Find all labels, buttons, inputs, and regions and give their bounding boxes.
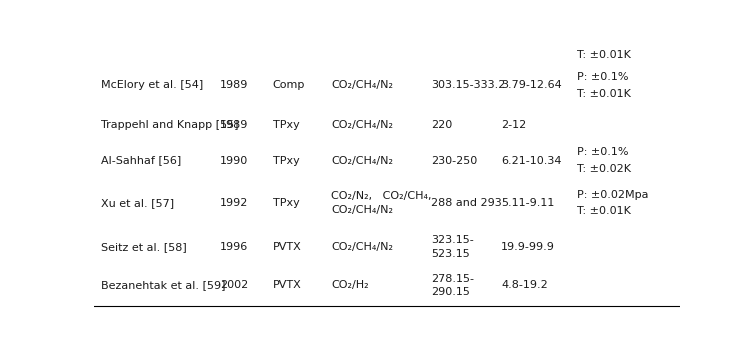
Text: 288 and 293: 288 and 293 bbox=[431, 198, 501, 208]
Text: T: ±0.02K: T: ±0.02K bbox=[577, 164, 631, 174]
Text: 2002: 2002 bbox=[220, 280, 248, 290]
Text: P: ±0.1%: P: ±0.1% bbox=[577, 147, 629, 157]
Text: 1989: 1989 bbox=[220, 120, 248, 130]
Text: 290.15: 290.15 bbox=[431, 287, 470, 297]
Text: 1990: 1990 bbox=[220, 156, 248, 166]
Text: TPxy: TPxy bbox=[273, 120, 300, 130]
Text: 3.79-12.64: 3.79-12.64 bbox=[501, 80, 562, 90]
Text: T: ±0.01K: T: ±0.01K bbox=[577, 89, 631, 99]
Text: 4.8-19.2: 4.8-19.2 bbox=[501, 280, 548, 290]
Text: 1989: 1989 bbox=[220, 80, 248, 90]
Text: P: ±0.1%: P: ±0.1% bbox=[577, 72, 629, 82]
Text: 2-12: 2-12 bbox=[501, 120, 526, 130]
Text: TPxy: TPxy bbox=[273, 156, 300, 166]
Text: Xu et al. [57]: Xu et al. [57] bbox=[101, 198, 174, 208]
Text: T: ±0.01K: T: ±0.01K bbox=[577, 206, 631, 216]
Text: 5.11-9.11: 5.11-9.11 bbox=[501, 198, 554, 208]
Text: 6.21-10.34: 6.21-10.34 bbox=[501, 156, 562, 166]
Text: 523.15: 523.15 bbox=[431, 249, 470, 259]
Text: 1996: 1996 bbox=[220, 242, 248, 252]
Text: PVTX: PVTX bbox=[273, 280, 301, 290]
Text: Al-Sahhaf [56]: Al-Sahhaf [56] bbox=[101, 156, 182, 166]
Text: 278.15-: 278.15- bbox=[431, 273, 474, 283]
Text: CO₂/CH₄/N₂: CO₂/CH₄/N₂ bbox=[331, 156, 393, 166]
Text: McElory et al. [54]: McElory et al. [54] bbox=[101, 80, 204, 90]
Text: 303.15-333.2: 303.15-333.2 bbox=[431, 80, 505, 90]
Text: Seitz et al. [58]: Seitz et al. [58] bbox=[101, 242, 187, 252]
Text: 1992: 1992 bbox=[220, 198, 248, 208]
Text: 323.15-: 323.15- bbox=[431, 235, 473, 245]
Text: 230-250: 230-250 bbox=[431, 156, 477, 166]
Text: CO₂/CH₄/N₂: CO₂/CH₄/N₂ bbox=[331, 120, 393, 130]
Text: CO₂/CH₄/N₂: CO₂/CH₄/N₂ bbox=[331, 205, 393, 215]
Text: PVTX: PVTX bbox=[273, 242, 301, 252]
Text: Trappehl and Knapp [55]: Trappehl and Knapp [55] bbox=[101, 120, 239, 130]
Text: 220: 220 bbox=[431, 120, 452, 130]
Text: CO₂/H₂: CO₂/H₂ bbox=[331, 280, 369, 290]
Text: Comp: Comp bbox=[273, 80, 305, 90]
Text: P: ±0.02Mpa: P: ±0.02Mpa bbox=[577, 190, 649, 200]
Text: CO₂/CH₄/N₂: CO₂/CH₄/N₂ bbox=[331, 80, 393, 90]
Text: TPxy: TPxy bbox=[273, 198, 300, 208]
Text: CO₂/CH₄/N₂: CO₂/CH₄/N₂ bbox=[331, 242, 393, 252]
Text: Bezanehtak et al. [59]: Bezanehtak et al. [59] bbox=[101, 280, 226, 290]
Text: CO₂/N₂,   CO₂/CH₄,: CO₂/N₂, CO₂/CH₄, bbox=[331, 191, 432, 201]
Text: 19.9-99.9: 19.9-99.9 bbox=[501, 242, 555, 252]
Text: T: ±0.01K: T: ±0.01K bbox=[577, 50, 631, 60]
